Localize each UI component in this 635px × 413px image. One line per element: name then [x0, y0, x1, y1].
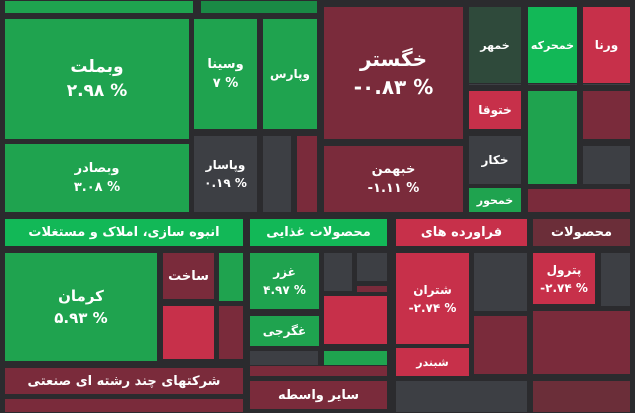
tile: [218, 252, 244, 302]
tile-name: ورنا: [594, 38, 619, 52]
tile: وپاسار ۰.۱۹ %: [193, 135, 258, 213]
tile: [473, 315, 528, 375]
tile-name: خگستر: [359, 47, 427, 71]
tile-name: غزر: [273, 265, 296, 279]
tile: ساخت: [162, 252, 215, 300]
tile: [356, 252, 388, 282]
tile: شرکتهای چند رشته ای صنعتی: [4, 367, 244, 395]
tile: [527, 188, 631, 213]
tile: کرمان ۵.۹۳ %: [4, 252, 158, 362]
tile: [218, 305, 244, 360]
tile-name: شتران: [413, 282, 452, 297]
tile-name: انبوه سازی، املاک و مستغلات: [28, 225, 220, 240]
tile: [356, 285, 388, 293]
tile: ورنا: [582, 6, 631, 84]
tile: [395, 380, 528, 413]
tile: خبهمن -۱.۱۱ %: [323, 145, 464, 213]
tile: [162, 305, 215, 360]
tile-change: -۱.۱۱ %: [367, 181, 420, 196]
tile-change: -۰.۸۳ %: [353, 75, 434, 99]
tile-change: ۲.۹۸ %: [66, 81, 128, 101]
tile: [582, 145, 631, 185]
tile: شبندر: [395, 347, 470, 377]
tile-name: شرکتهای چند رشته ای صنعتی: [27, 373, 221, 389]
tile: خمهر: [468, 6, 522, 84]
tile-name: وپارس: [270, 67, 310, 81]
tile-name: خبهمن: [371, 162, 416, 177]
tile-name: خمحرکه: [530, 38, 575, 52]
tile: [323, 295, 388, 345]
tile-name: پترول: [546, 262, 582, 277]
tile-name: خمحور: [476, 193, 514, 207]
tile: خمحور: [468, 187, 522, 213]
tile: خکار: [468, 135, 522, 185]
tile: انبوه سازی، املاک و مستغلات: [4, 218, 244, 247]
tile-name: سایر واسطه: [277, 387, 360, 403]
tile: وسینا ۷ %: [193, 18, 258, 130]
tile: محصولات: [532, 218, 631, 247]
tile: [4, 0, 194, 14]
tile-name: وسینا: [207, 57, 244, 72]
tile-name: محصولات: [550, 225, 613, 240]
tile-change: -۲.۷۴ %: [540, 280, 588, 295]
tile: خگستر -۰.۸۳ %: [323, 6, 464, 140]
tile-name: کرمان: [58, 287, 104, 305]
tile-name: وبصادر: [74, 161, 120, 176]
tile: [582, 90, 631, 140]
tile-name: ختوقا: [478, 103, 512, 117]
tile-name: محصولات غذایی: [266, 225, 371, 240]
tile-change: ۷ %: [212, 76, 239, 91]
tile: [200, 0, 318, 14]
tile: خمحرکه: [527, 6, 578, 84]
tile-name: خکار: [481, 153, 509, 167]
tile-name: غگرجی: [262, 324, 307, 338]
tile: غزر ۴.۹۷ %: [249, 252, 320, 310]
tile-name: وپاسار: [205, 158, 246, 172]
tile-change: ۵.۹۳ %: [54, 309, 108, 327]
tile: فراورده های: [395, 218, 528, 247]
tile: [323, 252, 353, 292]
tile-name: فراورده های: [420, 225, 503, 240]
tile: وبصادر ۳.۰۸ %: [4, 143, 190, 213]
tile: محصولات غذایی: [249, 218, 388, 247]
tile-name: ساخت: [168, 268, 209, 284]
tile: شتران -۲.۷۴ %: [395, 252, 470, 345]
tile: [527, 90, 578, 185]
tile-change: ۳.۰۸ %: [73, 180, 121, 195]
tile-name: شبندر: [416, 355, 449, 369]
tile: وبملت ۲.۹۸ %: [4, 18, 190, 140]
tile-name: وبملت: [70, 57, 124, 77]
tile: سایر واسطه: [249, 380, 388, 410]
tile-change: ۴.۹۷ %: [263, 283, 306, 297]
tile: ختوقا: [468, 90, 522, 130]
tile: [532, 310, 631, 375]
tile: [296, 135, 318, 213]
tile: [532, 380, 631, 413]
tile-change: ۰.۱۹ %: [204, 176, 247, 190]
tile-change: -۲.۷۴ %: [408, 300, 457, 315]
tile: [473, 252, 528, 312]
tile: پترول -۲.۷۴ %: [532, 252, 596, 305]
tile: [249, 365, 388, 377]
tile: [600, 252, 631, 307]
tile: [262, 135, 292, 213]
tile: غگرجی: [249, 315, 320, 347]
tile-name: خمهر: [480, 38, 510, 52]
tile: وپارس: [262, 18, 318, 130]
tile: [4, 398, 244, 413]
